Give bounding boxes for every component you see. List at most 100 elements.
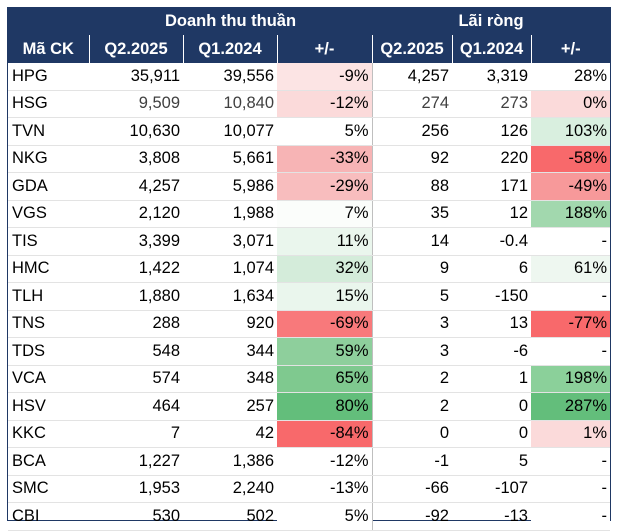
ticker-cell: CBI [8, 502, 89, 531]
profit-change-cell: 103% [531, 117, 611, 146]
profit-q2-cell: 274 [371, 90, 452, 118]
revenue-q2-cell: 2,120 [89, 200, 183, 228]
profit-q2-cell: 2 [371, 392, 452, 421]
ticker-cell: HSG [8, 90, 89, 118]
revenue-change-cell: -69% [277, 310, 372, 338]
ticker-cell: VGS [8, 200, 89, 228]
table-body: HPG 35,911 39,556 -9% 4,257 3,319 28% HSG 9,509 1… [8, 63, 611, 531]
ticker-cell: KKC [8, 420, 89, 448]
profit-change-cell: - [531, 227, 611, 256]
revenue-q2-cell: 10,630 [89, 117, 183, 146]
profit-q2-cell: -92 [371, 502, 452, 531]
profit-q2-cell: 88 [371, 172, 452, 201]
column-header-revenue-change: +/- [276, 35, 372, 63]
profit-q2-cell: 35 [371, 200, 452, 228]
profit-q1-cell: 220 [452, 145, 531, 173]
profit-q2-cell: 0 [371, 420, 452, 448]
ticker-cell: HSV [8, 392, 89, 421]
profit-q1-cell: 0 [452, 392, 531, 421]
revenue-q2-cell: 35,911 [89, 63, 183, 91]
revenue-change-cell: 5% [277, 502, 372, 531]
group-header-net-profit: Lãi ròng [372, 8, 611, 35]
table-row: HSG 9,509 10,840 -12% 274 273 0% [8, 90, 611, 118]
profit-change-cell: - [531, 475, 611, 503]
column-header-profit-q2: Q2.2025 [371, 35, 452, 63]
revenue-q1-cell: 5,661 [183, 145, 277, 173]
revenue-q1-cell: 39,556 [183, 63, 277, 91]
profit-q2-cell: 3 [371, 310, 452, 338]
ticker-cell: TVN [8, 117, 89, 146]
profit-q1-cell: 0 [452, 420, 531, 448]
profit-q1-cell: 6 [452, 255, 531, 283]
profit-q1-cell: -13 [452, 502, 531, 531]
profit-change-cell: - [531, 502, 611, 531]
revenue-q2-cell: 1,880 [89, 282, 183, 311]
profit-change-cell: 1% [531, 420, 611, 448]
revenue-change-cell: 65% [277, 365, 372, 393]
revenue-change-cell: 11% [277, 227, 372, 256]
ticker-cell: SMC [8, 475, 89, 503]
revenue-change-cell: -29% [277, 172, 372, 201]
column-header-profit-q1: Q1.2024 [451, 35, 531, 63]
profit-change-cell: 28% [531, 63, 611, 91]
revenue-change-cell: -84% [277, 420, 372, 448]
ticker-cell: HMC [8, 255, 89, 283]
profit-q1-cell: -150 [452, 282, 531, 311]
column-header-row: Mã CK Q2.2025 Q1.2024 +/- Q2.2025 Q1.202… [8, 35, 611, 63]
table-row: HSV 464 257 80% 2 0 287% [8, 392, 611, 421]
profit-q1-cell: 13 [452, 310, 531, 338]
profit-q1-cell: 12 [452, 200, 531, 228]
profit-q1-cell: -107 [452, 475, 531, 503]
revenue-q2-cell: 3,808 [89, 145, 183, 173]
table-row: TDS 548 344 59% 3 -6- [8, 337, 611, 366]
profit-q2-cell: 256 [371, 117, 452, 146]
table-row: HPG 35,911 39,556 -9% 4,257 3,319 28% [8, 63, 611, 91]
revenue-change-cell: -12% [277, 447, 372, 476]
table-row: HMC 1,422 1,074 32% 9 6 61% [8, 255, 611, 283]
table-row: TVN 10,630 10,077 5% 256 126 103% [8, 117, 611, 146]
ticker-cell: TNS [8, 310, 89, 338]
revenue-q2-cell: 1,953 [89, 475, 183, 503]
revenue-q2-cell: 288 [89, 310, 183, 338]
profit-q2-cell: -66 [371, 475, 452, 503]
column-header-profit-change: +/- [530, 35, 611, 63]
profit-change-cell: -58% [531, 145, 611, 173]
ticker-cell: VCA [8, 365, 89, 393]
revenue-q1-cell: 10,077 [183, 117, 277, 146]
profit-q1-cell: 273 [452, 90, 531, 118]
profit-q2-cell: -1 [371, 447, 452, 476]
revenue-q1-cell: 1,074 [183, 255, 277, 283]
revenue-q2-cell: 9,509 [89, 90, 183, 118]
profit-q1-cell: 5 [452, 447, 531, 476]
group-header-revenue: Doanh thu thuần [89, 8, 372, 35]
column-header-ticker: Mã CK [8, 35, 89, 63]
revenue-q2-cell: 7 [89, 420, 183, 448]
revenue-change-cell: -13% [277, 475, 372, 503]
revenue-q1-cell: 42 [183, 420, 277, 448]
revenue-q2-cell: 1,227 [89, 447, 183, 476]
table-row: KKC 7 42 -84% 0 0 1% [8, 420, 611, 448]
profit-q1-cell: 3,319 [452, 63, 531, 91]
ticker-cell: TDS [8, 337, 89, 366]
revenue-change-cell: 15% [277, 282, 372, 311]
revenue-change-cell: -9% [277, 63, 372, 91]
profit-change-cell: 188% [531, 200, 611, 228]
ticker-cell: BCA [8, 447, 89, 476]
profit-change-cell: -77% [531, 310, 611, 338]
table-row: TNS 288 920 -69% 3 13 -77% [8, 310, 611, 338]
table-row: VCA 574 348 65% 2 1 198% [8, 365, 611, 393]
profit-change-cell: -49% [531, 172, 611, 201]
ticker-cell: GDA [8, 172, 89, 201]
profit-change-cell: 198% [531, 365, 611, 393]
profit-q2-cell: 4,257 [371, 63, 452, 91]
profit-q2-cell: 92 [371, 145, 452, 173]
profit-q1-cell: -6 [452, 337, 531, 366]
profit-q2-cell: 9 [371, 255, 452, 283]
profit-q1-cell: 126 [452, 117, 531, 146]
revenue-q1-cell: 348 [183, 365, 277, 393]
results-table-container: Doanh thu thuần Lãi ròng Mã CK Q2.2025 Q… [7, 7, 611, 531]
table-row: NKG 3,808 5,661 -33% 92 220 -58% [8, 145, 611, 173]
revenue-q2-cell: 548 [89, 337, 183, 366]
profit-q2-cell: 3 [371, 337, 452, 366]
profit-change-cell: 287% [531, 392, 611, 421]
